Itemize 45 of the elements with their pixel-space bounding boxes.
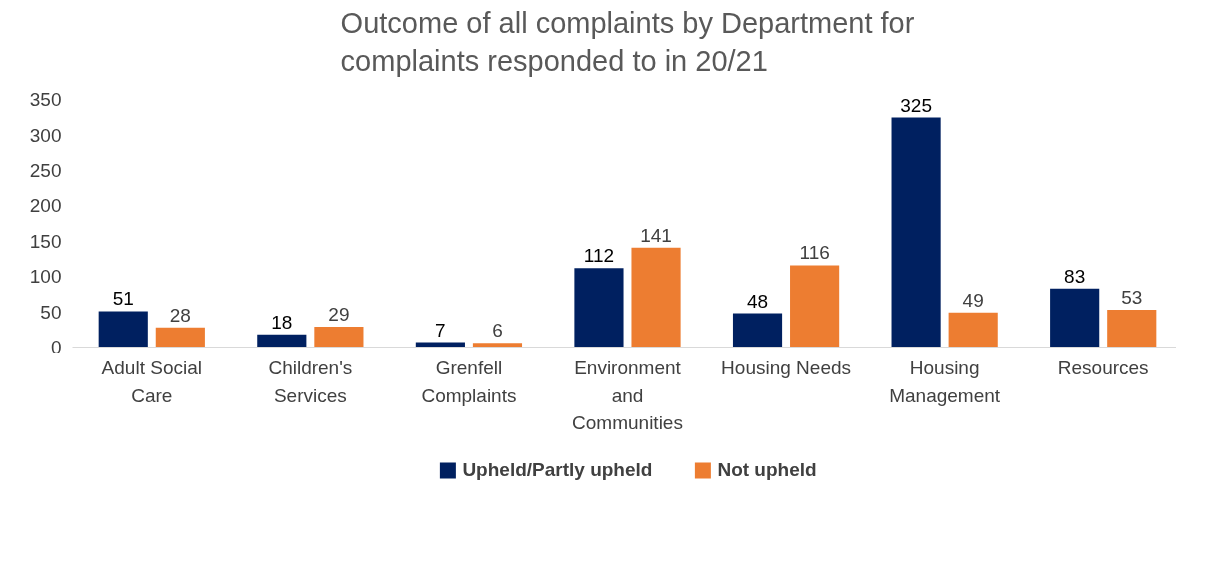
data-label: 53 [1121, 287, 1143, 308]
data-label: 48 [746, 290, 769, 312]
data-label: 6 [492, 320, 503, 342]
y-tick-label: 200 [29, 195, 62, 217]
y-tick-label: 150 [29, 230, 62, 252]
data-label: 325 [900, 94, 932, 116]
bar [574, 268, 624, 348]
x-tick-label: Resources [1057, 357, 1149, 379]
bar [1050, 288, 1100, 348]
bar [790, 265, 840, 348]
data-label: 83 [1064, 265, 1086, 287]
y-tick-label: 300 [29, 124, 62, 146]
data-label: 29 [328, 303, 350, 325]
data-label: 141 [640, 224, 672, 246]
bar [314, 326, 364, 348]
bar [948, 312, 998, 348]
x-tick-label: Housing Management [889, 357, 1001, 406]
x-tick-label: Environment and Communities [572, 357, 683, 433]
bar [155, 327, 205, 348]
legend-label: Not upheld [717, 459, 817, 481]
x-tick-label: Grenfell Complaints [421, 357, 517, 406]
bar [98, 311, 148, 348]
data-label: 18 [271, 311, 293, 333]
bar [1107, 310, 1157, 348]
y-tick-label: 50 [40, 301, 62, 323]
bar [891, 117, 941, 348]
bar [472, 343, 523, 348]
x-tick-label: Housing Needs [721, 357, 852, 379]
legend-label: Upheld/Partly upheld [462, 459, 653, 481]
data-label: 7 [435, 319, 446, 341]
bar [631, 247, 681, 348]
data-label: 28 [169, 304, 191, 326]
y-tick-label: 350 [29, 89, 62, 111]
data-label: 49 [962, 289, 984, 311]
y-tick-label: 250 [29, 160, 62, 182]
data-label: 51 [112, 288, 134, 310]
x-tick-label: Children's Services [268, 357, 353, 406]
chart-title: Outcome of all complaints by Department for complaints responded to in 20/21 [340, 7, 915, 78]
bar [257, 334, 307, 348]
bar [732, 313, 783, 348]
data-label: 112 [583, 245, 615, 267]
x-tick-label: Adult Social Care [101, 357, 202, 406]
data-label: 116 [799, 242, 830, 264]
y-tick-label: 100 [29, 266, 62, 288]
y-tick-label: 0 [50, 336, 62, 358]
